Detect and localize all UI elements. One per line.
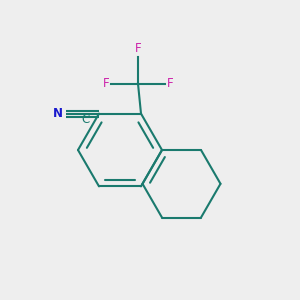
Text: F: F [167,77,173,90]
Text: C: C [81,112,89,125]
Text: F: F [135,42,141,55]
Text: N: N [52,107,62,120]
Text: F: F [103,77,110,90]
